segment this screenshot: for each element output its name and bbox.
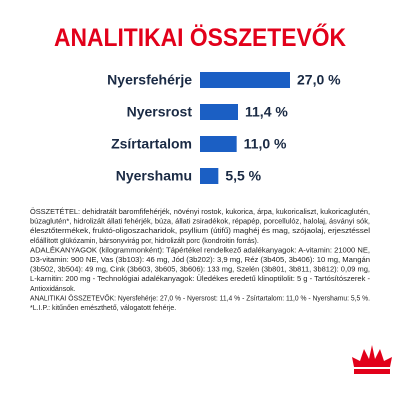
- value-label: 11,0 %: [244, 136, 287, 152]
- composition-line: előállított glükózamin, bársonyvirág por…: [30, 238, 259, 245]
- composition-line: ANALITIKAI ÖSSZETEVŐK: Nyersfehérje: 27,…: [30, 293, 370, 302]
- category-label: Nyershamu: [116, 168, 192, 184]
- composition-line: (3b502, 3b504): 49 mg, Cink (3b603, 3b60…: [30, 267, 370, 274]
- composition-line: élesztőtermékek, fruktó-oligoszacharidok…: [30, 228, 371, 235]
- bar: [200, 136, 237, 152]
- composition-line: búzaglutén*, hidrolizált állati fehérjék…: [30, 219, 370, 226]
- logo: [352, 345, 392, 374]
- bar: [200, 104, 238, 120]
- value-label: 5,5 %: [225, 168, 261, 184]
- category-label: Nyersfehérje: [107, 72, 192, 88]
- composition-line: *L.I.P.: kitűnően emészthető, válogatott…: [30, 305, 176, 312]
- bar: [200, 168, 219, 184]
- bar: [200, 72, 290, 88]
- value-label: 11,4 %: [245, 104, 288, 120]
- composition-line: Antioxidánsok.: [30, 286, 76, 293]
- composition-line: L-karnitin: 200 mg - Technológiai adalék…: [30, 275, 371, 283]
- composition-line: ÖSSZETÉTEL: dehidratált baromfifehérjék,…: [30, 207, 370, 216]
- value-label: 27,0 %: [297, 72, 341, 88]
- category-label: Zsírtartalom: [111, 136, 192, 152]
- chart-title: ANALITIKAI ÖSSZETEVŐK: [54, 23, 346, 52]
- category-label: Nyersrost: [127, 104, 193, 120]
- composition-line: D3-vitamin: 900 NE, Vas (3b103): 46 mg, …: [30, 257, 370, 264]
- composition-line: ADALÉKANYAGOK (kilogrammonként): Tápérté…: [30, 245, 370, 254]
